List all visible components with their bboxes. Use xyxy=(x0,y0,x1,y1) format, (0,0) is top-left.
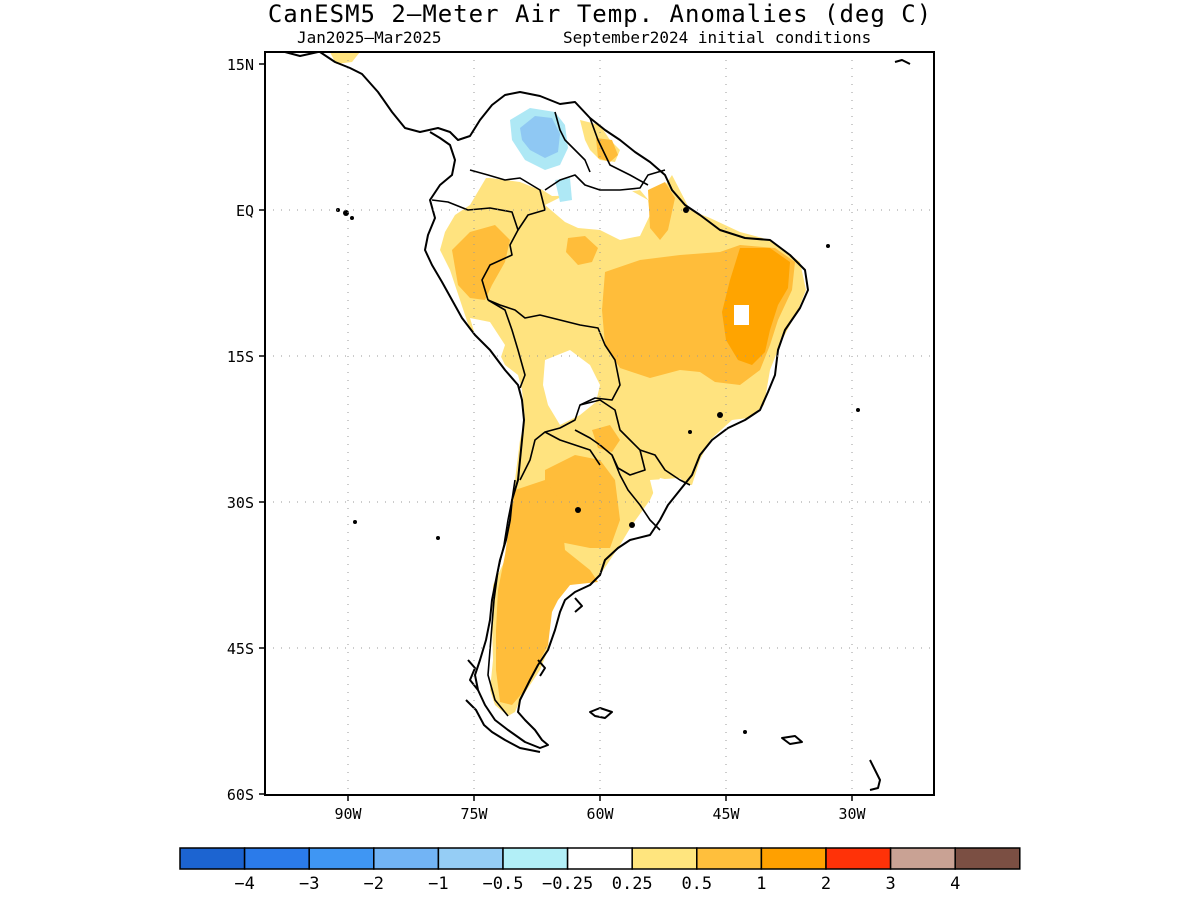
chart-title: CanESM5 2—Meter Air Temp. Anomalies (deg… xyxy=(267,0,933,28)
latitude-labels: 15N EQ 15S 30S 45S 60S xyxy=(227,56,254,804)
colorbar-labels: −4 −3 −2 −1 −0.5 −0.25 0.25 0.5 1 2 3 4 xyxy=(234,874,960,894)
lon-label: 75W xyxy=(460,805,488,823)
colorbar-swatch xyxy=(760,847,827,870)
colorbar-label: −2 xyxy=(364,874,384,894)
colorbar-label: −0.25 xyxy=(542,874,593,894)
lat-label: 30S xyxy=(227,494,254,512)
lon-label: 90W xyxy=(334,805,362,823)
colorbar-swatch xyxy=(696,847,763,870)
colorbar-label: 4 xyxy=(950,874,960,894)
colorbar-swatch xyxy=(502,847,569,870)
colorbar-label: −3 xyxy=(299,874,319,894)
country-borders xyxy=(431,111,691,717)
colorbar-label: 1 xyxy=(756,874,766,894)
coastlines xyxy=(284,52,911,791)
colorbar-label: 0.5 xyxy=(681,874,712,894)
anomaly-neutral-box xyxy=(734,305,749,325)
lat-label: 15S xyxy=(227,348,254,366)
colorbar-swatch xyxy=(954,847,1021,870)
colorbar-swatch xyxy=(243,847,310,870)
lat-label: 60S xyxy=(227,786,254,804)
lon-label: 45W xyxy=(712,805,740,823)
colorbar xyxy=(179,847,1021,870)
colorbar-swatch xyxy=(179,847,246,870)
colorbar-swatch xyxy=(373,847,440,870)
colorbar-label: −0.5 xyxy=(483,874,524,894)
colorbar-label: 0.25 xyxy=(612,874,653,894)
forecast-period: Jan2025—Mar2025 xyxy=(297,28,442,47)
lat-label: 45S xyxy=(227,640,254,658)
anomaly-neutral-patches xyxy=(462,150,690,505)
lon-label: 30W xyxy=(838,805,866,823)
colorbar-label: −4 xyxy=(234,874,254,894)
colorbar-label: −1 xyxy=(428,874,448,894)
colorbar-label: 2 xyxy=(821,874,831,894)
axis-ticks xyxy=(259,63,853,801)
anomaly-cool xyxy=(510,108,572,202)
colorbar-swatch xyxy=(889,847,956,870)
inland-features xyxy=(336,207,860,734)
colorbar-swatch xyxy=(437,847,504,870)
colorbar-swatch xyxy=(308,847,375,870)
lat-label: 15N xyxy=(227,56,254,74)
initial-conditions: September2024 initial conditions xyxy=(563,28,872,47)
colorbar-swatch xyxy=(566,847,633,870)
lat-label: EQ xyxy=(236,202,254,220)
colorbar-swatch xyxy=(825,847,892,870)
anomaly-orange xyxy=(722,248,790,365)
longitude-labels: 90W 75W 60W 45W 30W xyxy=(334,805,866,823)
colorbar-label: 3 xyxy=(885,874,895,894)
colorbar-swatch xyxy=(631,847,698,870)
lon-label: 60W xyxy=(586,805,614,823)
